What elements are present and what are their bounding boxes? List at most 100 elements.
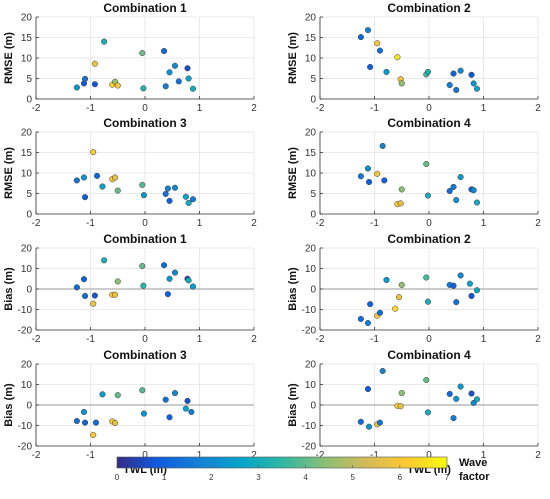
data-point (424, 409, 431, 416)
y-tick-label: 10 (305, 54, 317, 65)
data-point (424, 298, 431, 305)
data-point (381, 177, 388, 184)
y-tick-label: -20 (18, 326, 33, 337)
x-tick-label: -2 (32, 218, 41, 229)
panel-title: Combination 4 (387, 348, 471, 362)
data-point (364, 165, 372, 172)
x-tick-label: -1 (370, 103, 379, 114)
x-tick-label: 2 (535, 103, 541, 114)
data-point (90, 431, 97, 438)
data-point (73, 284, 80, 291)
data-point (398, 390, 405, 397)
data-point (392, 305, 399, 312)
data-point (139, 50, 146, 57)
colorbar-tick-label: 5 (350, 473, 355, 482)
x-tick-label: 0 (142, 334, 148, 345)
x-tick-label: 1 (481, 334, 487, 345)
x-tick-label: -2 (32, 450, 41, 461)
data-point (383, 68, 390, 75)
data-point (397, 403, 404, 410)
y-axis-label: Bias (m) (3, 267, 15, 311)
data-point (166, 197, 173, 204)
x-tick-label: -2 (316, 450, 325, 461)
y-axis-label: RMSE (m) (3, 147, 15, 199)
y-tick-label: -20 (18, 442, 33, 453)
data-point (161, 47, 168, 55)
panel-title: Combination 3 (103, 348, 187, 362)
data-point (140, 282, 147, 289)
x-tick-label: -1 (86, 450, 95, 461)
y-tick-label: 0 (310, 95, 316, 106)
panel-title: Combination 3 (103, 116, 187, 130)
data-point (379, 142, 386, 149)
y-tick-label: 10 (21, 54, 33, 65)
y-tick-label: -10 (18, 305, 33, 316)
data-point (80, 174, 88, 181)
data-point (446, 390, 453, 397)
data-point (374, 170, 381, 177)
data-point (367, 63, 374, 71)
data-point (470, 80, 477, 87)
y-tick-label: 0 (26, 95, 32, 106)
data-point (423, 376, 430, 384)
y-tick-label: 0 (26, 401, 32, 412)
y-tick-label: 0 (26, 285, 32, 296)
colorbar-tick-label: 0 (115, 473, 120, 482)
x-tick-label: 0 (426, 103, 432, 114)
y-axis-label: Bias (m) (3, 383, 15, 427)
x-tick-label: 2 (251, 103, 257, 114)
y-tick-label: 20 (21, 13, 33, 24)
data-point (182, 405, 189, 412)
data-point (111, 174, 119, 181)
y-tick-label: 5 (26, 189, 32, 200)
y-tick-label: 0 (310, 285, 316, 296)
data-point (80, 276, 88, 283)
data-point (91, 292, 98, 299)
data-point (171, 184, 179, 191)
data-point (395, 294, 403, 301)
data-point (80, 408, 88, 416)
data-point (99, 391, 106, 398)
data-point (111, 419, 119, 427)
y-tick-label: 15 (305, 148, 317, 159)
data-point (140, 85, 147, 92)
y-tick-label: -20 (302, 326, 317, 337)
data-point (140, 410, 147, 417)
data-point (376, 309, 384, 316)
x-tick-label: 0 (426, 450, 432, 461)
data-point (473, 396, 481, 403)
y-tick-label: 5 (310, 74, 316, 85)
data-point (468, 71, 475, 78)
data-point (376, 419, 384, 426)
data-point (457, 67, 464, 74)
y-axis-label: Bias (m) (287, 267, 299, 311)
x-tick-label: 1 (481, 103, 487, 114)
data-point (166, 414, 173, 421)
x-tick-label: -1 (86, 334, 95, 345)
data-point (364, 319, 372, 327)
data-point (93, 172, 101, 179)
x-tick-label: 1 (481, 450, 487, 461)
data-point (357, 34, 364, 41)
data-point (91, 81, 98, 88)
x-tick-label: 2 (535, 334, 541, 345)
x-tick-label: 0 (142, 103, 148, 114)
data-point (397, 200, 404, 207)
data-point (376, 47, 384, 54)
x-tick-label: 2 (251, 334, 257, 345)
data-point (394, 54, 401, 61)
data-point (457, 383, 464, 390)
x-tick-label: -2 (316, 334, 325, 345)
y-axis-label: RMSE (m) (287, 32, 299, 84)
data-point (450, 70, 457, 77)
x-tick-label: 2 (535, 450, 541, 461)
data-point (101, 257, 108, 264)
data-point (184, 65, 191, 72)
x-tick-label: 0 (142, 218, 148, 229)
x-tick-label: 0 (426, 334, 432, 345)
colorbar-tick-label: 1 (162, 473, 167, 482)
